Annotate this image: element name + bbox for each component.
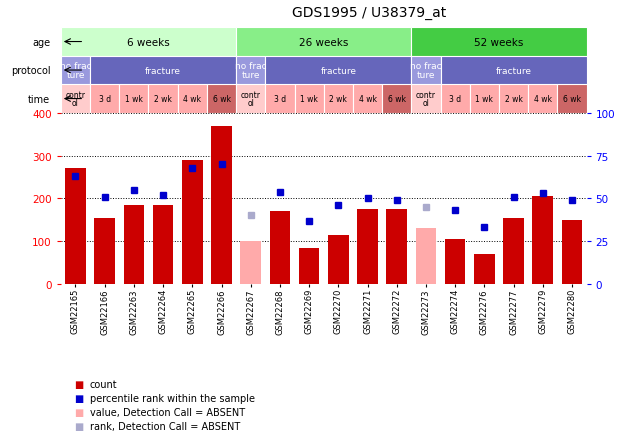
- Text: 3 d: 3 d: [449, 95, 461, 104]
- Text: contr
ol: contr ol: [416, 91, 436, 108]
- Bar: [415, 229, 436, 284]
- Text: 26 weeks: 26 weeks: [299, 37, 349, 47]
- Bar: [557, 85, 587, 114]
- Text: 6 wk: 6 wk: [388, 95, 406, 104]
- Text: ■: ■: [74, 421, 83, 431]
- Bar: [61, 57, 90, 85]
- Text: no frac
ture: no frac ture: [410, 62, 442, 79]
- Bar: [412, 28, 587, 57]
- Bar: [153, 205, 173, 284]
- Bar: [94, 218, 115, 284]
- Bar: [265, 57, 412, 85]
- Text: value, Detection Call = ABSENT: value, Detection Call = ABSENT: [90, 407, 245, 417]
- Text: 4 wk: 4 wk: [358, 95, 376, 104]
- Text: contr
ol: contr ol: [241, 91, 261, 108]
- Bar: [65, 169, 86, 284]
- Bar: [440, 85, 470, 114]
- Text: 6 weeks: 6 weeks: [127, 37, 170, 47]
- Text: 1 wk: 1 wk: [476, 95, 493, 104]
- Bar: [412, 57, 440, 85]
- Text: time: time: [28, 94, 51, 104]
- Text: no frac
ture: no frac ture: [235, 62, 267, 79]
- Bar: [299, 248, 319, 284]
- Bar: [357, 210, 378, 284]
- Text: 6 wk: 6 wk: [563, 95, 581, 104]
- Text: 1 wk: 1 wk: [300, 95, 318, 104]
- Bar: [61, 28, 236, 57]
- Text: 1 wk: 1 wk: [125, 95, 143, 104]
- Bar: [382, 85, 412, 114]
- Bar: [328, 235, 349, 284]
- Text: fracture: fracture: [145, 66, 181, 76]
- Text: 52 weeks: 52 weeks: [474, 37, 524, 47]
- Bar: [503, 218, 524, 284]
- Bar: [387, 210, 407, 284]
- Text: age: age: [32, 37, 51, 47]
- Bar: [240, 242, 261, 284]
- Bar: [294, 85, 324, 114]
- Bar: [90, 57, 236, 85]
- Bar: [470, 85, 499, 114]
- Text: 3 d: 3 d: [274, 95, 286, 104]
- Text: fracture: fracture: [320, 66, 356, 76]
- Text: percentile rank within the sample: percentile rank within the sample: [90, 393, 254, 403]
- Text: rank, Detection Call = ABSENT: rank, Detection Call = ABSENT: [90, 421, 240, 431]
- Text: fracture: fracture: [495, 66, 531, 76]
- Bar: [353, 85, 382, 114]
- Bar: [562, 220, 582, 284]
- Bar: [212, 126, 232, 284]
- Text: ■: ■: [74, 393, 83, 403]
- Bar: [270, 212, 290, 284]
- Text: contr
ol: contr ol: [65, 91, 85, 108]
- Text: no frac
ture: no frac ture: [60, 62, 91, 79]
- Text: 2 wk: 2 wk: [504, 95, 522, 104]
- Bar: [182, 161, 203, 284]
- Bar: [533, 197, 553, 284]
- Bar: [119, 85, 149, 114]
- Text: ■: ■: [74, 379, 83, 389]
- Text: 4 wk: 4 wk: [534, 95, 552, 104]
- Bar: [61, 85, 90, 114]
- Bar: [440, 57, 587, 85]
- Bar: [474, 254, 495, 284]
- Bar: [265, 85, 294, 114]
- Text: count: count: [90, 379, 117, 389]
- Bar: [445, 240, 465, 284]
- Text: 2 wk: 2 wk: [154, 95, 172, 104]
- Bar: [90, 85, 119, 114]
- Bar: [207, 85, 236, 114]
- Bar: [324, 85, 353, 114]
- Text: 3 d: 3 d: [99, 95, 111, 104]
- Text: GDS1995 / U38379_at: GDS1995 / U38379_at: [292, 6, 446, 20]
- Bar: [236, 57, 265, 85]
- Bar: [236, 85, 265, 114]
- Text: ■: ■: [74, 407, 83, 417]
- Text: 4 wk: 4 wk: [183, 95, 201, 104]
- Text: protocol: protocol: [11, 66, 51, 76]
- Bar: [528, 85, 557, 114]
- Bar: [178, 85, 207, 114]
- Text: 2 wk: 2 wk: [329, 95, 347, 104]
- Bar: [412, 85, 440, 114]
- Bar: [236, 28, 412, 57]
- Bar: [124, 205, 144, 284]
- Bar: [499, 85, 528, 114]
- Bar: [149, 85, 178, 114]
- Text: 6 wk: 6 wk: [213, 95, 231, 104]
